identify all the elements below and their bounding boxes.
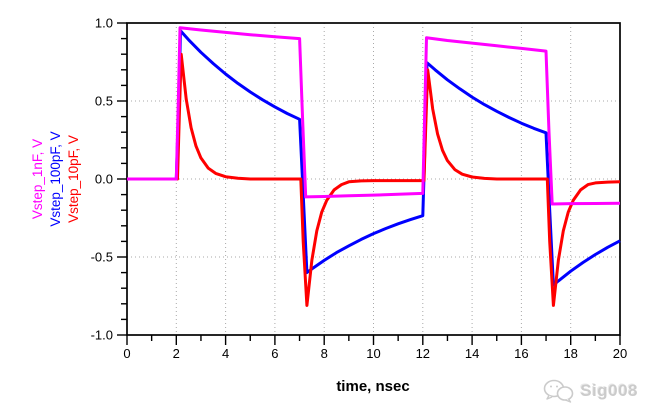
x-tick-label: 16 [514,346,528,361]
traces [127,26,621,307]
trace-label-Vstep_10pF: Vstep_10pF, V [66,135,81,223]
x-tick-label: 8 [321,346,328,361]
x-tick-label: 0 [123,346,130,361]
y-tick-labels: 1.0 0.5 0.0 -0.5 -1.0 [91,16,113,343]
y-tick-label: 1.0 [95,16,113,31]
trace-label-Vstep_1nF: Vstep_1nF, V [30,139,45,219]
trace-labels: Vstep_1nF, V Vstep_100pF, V Vstep_10pF, V [30,131,81,226]
axis-ticks [117,22,621,345]
y-tick-label: 0.0 [95,172,113,187]
x-axis-title: time, nsec [336,378,409,395]
y-tick-label: -0.5 [91,250,113,265]
wechat-icon [543,379,574,403]
x-tick-label: 2 [173,346,180,361]
trace-Vstep_1nF [127,26,621,206]
x-tick-label: 14 [465,346,479,361]
x-tick-label: 4 [222,346,229,361]
trace-label-Vstep_100pF: Vstep_100pF, V [48,131,63,226]
watermark-text: Sig008 [580,381,638,400]
trace-Vstep_100pF [127,29,621,287]
x-tick-label: 18 [563,346,577,361]
x-tick-label: 12 [416,346,430,361]
trace-Vstep_10pF [127,52,621,307]
x-tick-labels: 0 2 4 6 8 10 12 14 16 18 20 [123,346,627,361]
x-tick-label: 6 [271,346,278,361]
y-tick-label: 0.5 [95,94,113,109]
watermark: Sig008 [542,378,638,404]
x-tick-label: 10 [366,346,380,361]
x-tick-label: 20 [613,346,627,361]
y-tick-label: -1.0 [91,328,113,343]
